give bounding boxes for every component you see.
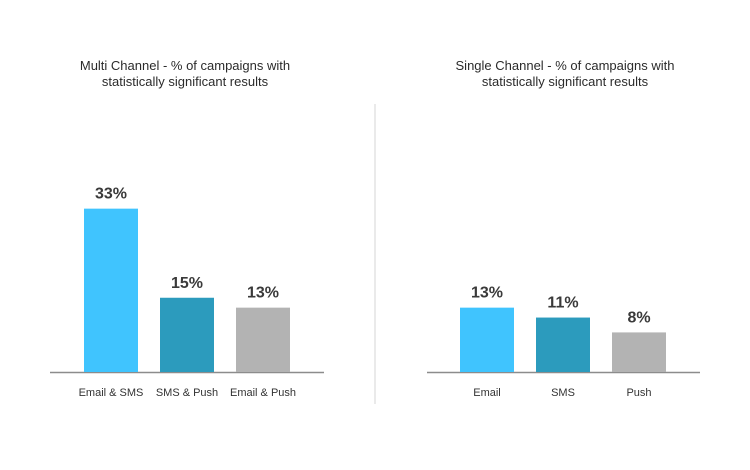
value-label-sms: 11% — [547, 295, 578, 312]
value-label-email-push: 13% — [247, 285, 279, 302]
category-label-email-sms: Email & SMS — [79, 387, 144, 399]
category-label-push: Push — [626, 387, 651, 399]
chart-title-line-1: Multi Channel - % of campaigns with — [80, 58, 290, 73]
bar-email-push — [236, 307, 290, 372]
bar-sms — [536, 317, 590, 372]
category-label-sms: SMS — [551, 387, 575, 399]
bar-push — [612, 332, 666, 372]
bar-email-sms — [84, 208, 138, 372]
category-label-email: Email — [473, 387, 501, 399]
value-label-email-sms: 33% — [95, 186, 127, 203]
value-label-push: 8% — [627, 309, 650, 326]
multi-channel-panel: Multi Channel - % of campaigns with stat… — [50, 58, 324, 399]
value-label-sms-push: 15% — [171, 275, 203, 292]
bar-email — [460, 307, 514, 372]
chart-title-line-2: statistically significant results — [482, 74, 649, 89]
value-label-email: 13% — [471, 285, 503, 302]
category-label-sms-push: SMS & Push — [156, 387, 218, 399]
chart-title-line-1: Single Channel - % of campaigns with — [456, 58, 675, 73]
category-label-email-push: Email & Push — [230, 387, 296, 399]
single-channel-panel: Single Channel - % of campaigns with sta… — [427, 58, 700, 399]
bar-sms-push — [160, 297, 214, 372]
chart-title-line-2: statistically significant results — [102, 74, 269, 89]
